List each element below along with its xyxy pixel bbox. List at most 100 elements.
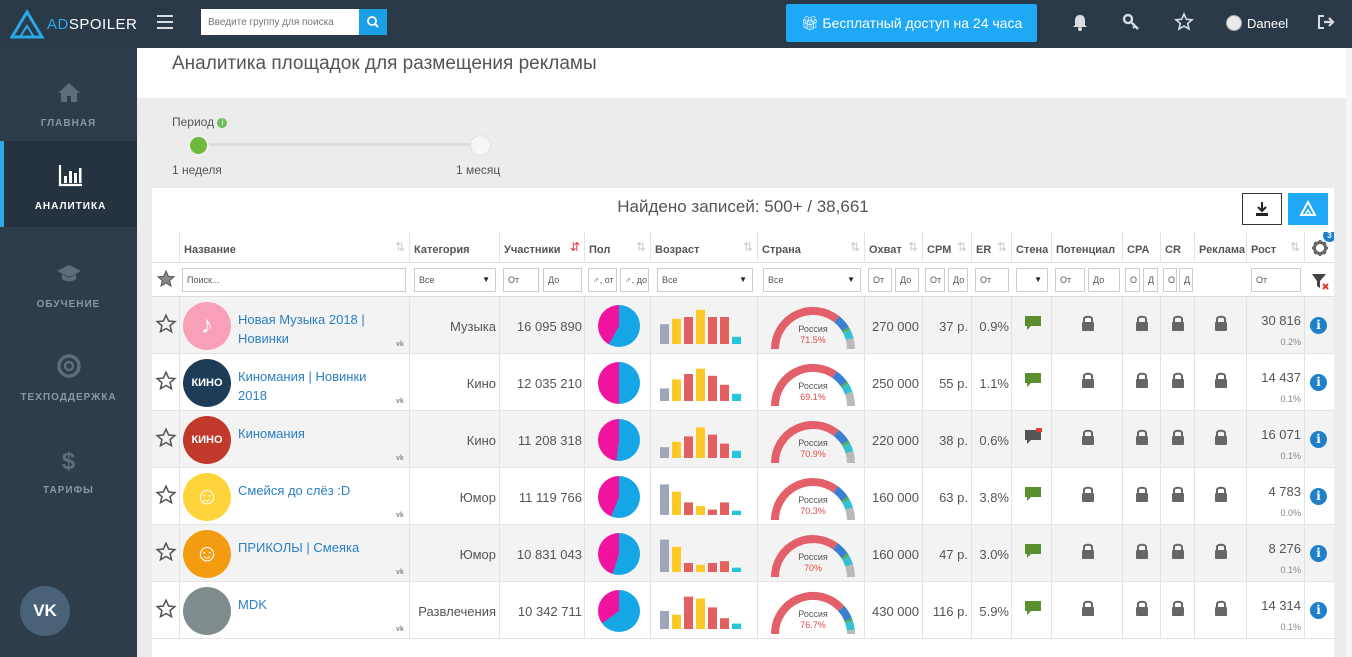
group-avatar[interactable]: КИНО xyxy=(183,359,231,407)
lock-icon[interactable] xyxy=(1081,600,1095,616)
adspoiler-logo-icon[interactable] xyxy=(10,9,135,39)
key-icon[interactable] xyxy=(1121,12,1141,32)
download-button[interactable] xyxy=(1242,193,1282,225)
country-select[interactable]: Все xyxy=(763,268,861,292)
sidebar-item-education[interactable]: ОБУЧЕНИЕ xyxy=(0,239,137,325)
lock-icon[interactable] xyxy=(1135,486,1149,502)
wall-select[interactable] xyxy=(1016,268,1048,292)
header-growth[interactable]: Рост ⇅ xyxy=(1247,232,1305,263)
sidebar-item-support[interactable]: ТЕХПОДДЕРЖКА xyxy=(0,332,137,418)
group-name-link[interactable]: ПРИКОЛЫ | Смеяка xyxy=(238,540,360,555)
details-info-icon[interactable]: i xyxy=(1310,545,1327,562)
search-button[interactable] xyxy=(359,9,387,35)
favorite-star-icon[interactable] xyxy=(155,484,177,506)
cpa-to-input[interactable]: Д xyxy=(1143,268,1158,292)
logo-text[interactable]: ADSPOILER xyxy=(47,16,137,33)
lock-icon[interactable] xyxy=(1081,315,1095,331)
cpa-from-input[interactable]: О xyxy=(1125,268,1140,292)
vk-icon[interactable]: vk xyxy=(396,569,404,576)
group-search-input[interactable] xyxy=(201,9,359,35)
group-avatar[interactable] xyxy=(183,587,231,635)
logout-icon[interactable] xyxy=(1316,12,1336,32)
favorite-star-icon[interactable] xyxy=(155,541,177,563)
table-row[interactable]: ☺ ПРИКОЛЫ | Смеяка vk Юмор 10 831 043 Россия 7… xyxy=(152,525,1334,582)
lock-icon[interactable] xyxy=(1135,372,1149,388)
details-info-icon[interactable]: i xyxy=(1310,602,1327,619)
lock-icon[interactable] xyxy=(1135,600,1149,616)
favorite-star-icon[interactable] xyxy=(155,427,177,449)
vk-chat-button[interactable]: VK xyxy=(20,586,70,636)
header-members[interactable]: Участники ⇵ xyxy=(500,232,585,263)
header-potential[interactable]: Потенциал xyxy=(1052,232,1123,263)
period-slider-handle[interactable] xyxy=(188,135,209,156)
bell-icon[interactable] xyxy=(1070,12,1090,32)
vk-icon[interactable]: vk xyxy=(396,455,404,462)
group-avatar[interactable]: ☺ xyxy=(183,473,231,521)
lock-icon[interactable] xyxy=(1171,315,1185,331)
header-category[interactable]: Категория xyxy=(410,232,500,263)
lock-icon[interactable] xyxy=(1214,315,1228,331)
members-to-input[interactable]: До xyxy=(543,268,582,292)
wall-comment-icon[interactable] xyxy=(1024,314,1042,332)
wall-comment-icon[interactable] xyxy=(1024,542,1042,560)
group-name-link[interactable]: Киномания | Новинки 2018 xyxy=(238,369,367,403)
vk-icon[interactable]: vk xyxy=(396,341,404,348)
lock-icon[interactable] xyxy=(1214,429,1228,445)
cr-to-input[interactable]: Д xyxy=(1179,268,1193,292)
header-name[interactable]: Название ⇅ xyxy=(180,232,410,263)
wall-comment-icon[interactable] xyxy=(1024,485,1042,503)
vk-icon[interactable]: vk xyxy=(396,626,404,633)
lock-icon[interactable] xyxy=(1135,315,1149,331)
lock-icon[interactable] xyxy=(1171,600,1185,616)
header-country[interactable]: Страна ⇅ xyxy=(758,232,865,263)
header-ads[interactable]: Реклама xyxy=(1195,232,1247,263)
group-name-link[interactable]: Новая Музыка 2018 | Новинки xyxy=(238,312,365,346)
header-cr[interactable]: CR xyxy=(1161,232,1195,263)
clear-filter-icon[interactable] xyxy=(1310,271,1330,291)
group-avatar[interactable]: КИНО xyxy=(183,416,231,464)
er-from-input[interactable]: От xyxy=(975,268,1009,292)
user-avatar[interactable] xyxy=(1226,15,1242,31)
user-name[interactable]: Daneel xyxy=(1247,16,1289,31)
potential-to-input[interactable]: До xyxy=(1088,268,1120,292)
table-row[interactable]: MDK vk Развлечения 10 342 711 Россия 76.7% 430… xyxy=(152,582,1334,639)
group-avatar[interactable]: ♪ xyxy=(183,302,231,350)
details-info-icon[interactable]: i xyxy=(1310,431,1327,448)
lock-icon[interactable] xyxy=(1081,543,1095,559)
header-sex[interactable]: Пол ⇅ xyxy=(585,232,651,263)
sex-from-input[interactable]: ♂, от xyxy=(588,268,617,292)
lock-icon[interactable] xyxy=(1214,600,1228,616)
sidebar-item-analytics[interactable]: АНАЛИТИКА xyxy=(0,141,137,227)
favorite-star-icon[interactable] xyxy=(155,313,177,335)
lock-icon[interactable] xyxy=(1171,543,1185,559)
page-scrollbar[interactable] xyxy=(1346,48,1352,657)
header-cpa[interactable]: CPA xyxy=(1123,232,1161,263)
cpm-from-input[interactable]: От xyxy=(925,268,945,292)
details-info-icon[interactable]: i xyxy=(1310,374,1327,391)
favorite-star-icon[interactable] xyxy=(155,598,177,620)
cpm-to-input[interactable]: До xyxy=(948,268,968,292)
reach-from-input[interactable]: От xyxy=(868,268,892,292)
header-settings[interactable]: 3 xyxy=(1305,232,1334,263)
wall-comment-icon[interactable] xyxy=(1024,428,1042,446)
favorite-star-icon[interactable] xyxy=(155,370,177,392)
potential-from-input[interactable]: От xyxy=(1055,268,1085,292)
lock-icon[interactable] xyxy=(1081,486,1095,502)
reach-to-input[interactable]: До xyxy=(895,268,919,292)
category-select[interactable]: Все xyxy=(414,268,496,292)
lock-icon[interactable] xyxy=(1081,429,1095,445)
table-row[interactable]: КИНО Киномания | Новинки 2018 vk Кино 12 035… xyxy=(152,354,1334,411)
lock-icon[interactable] xyxy=(1171,372,1185,388)
vk-icon[interactable]: vk xyxy=(396,512,404,519)
cr-from-input[interactable]: О xyxy=(1163,268,1177,292)
lock-icon[interactable] xyxy=(1135,429,1149,445)
header-reach[interactable]: Охват ⇅ xyxy=(865,232,923,263)
group-avatar[interactable]: ☺ xyxy=(183,530,231,578)
sex-to-input[interactable]: ♂, до xyxy=(620,268,649,292)
header-age[interactable]: Возраст ⇅ xyxy=(651,232,758,263)
favorites-star-icon[interactable] xyxy=(1174,12,1194,32)
header-er[interactable]: ER ⇅ xyxy=(972,232,1012,263)
lock-icon[interactable] xyxy=(1135,543,1149,559)
details-info-icon[interactable]: i xyxy=(1310,488,1327,505)
lock-icon[interactable] xyxy=(1214,543,1228,559)
